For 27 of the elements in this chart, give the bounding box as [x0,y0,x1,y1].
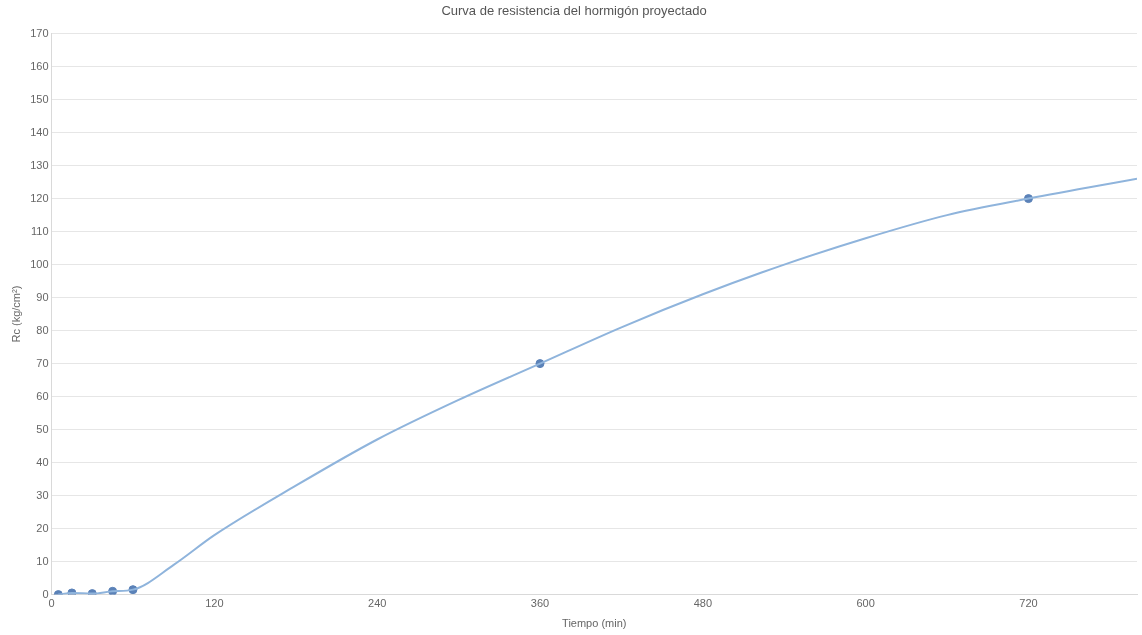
y-tick-label: 150 [30,92,49,105]
y-tick-label: 10 [36,554,49,567]
chart-title: Curva de resistencia del hormigón proyectado [441,3,707,19]
y-tick-label: 130 [30,158,49,171]
y-tick-label: 30 [36,488,49,501]
x-tick-label: 600 [856,597,875,610]
y-tick-label: 100 [30,257,49,270]
y-tick-label: 60 [36,389,49,402]
y-tick-label: 40 [36,455,49,468]
x-tick-label: 240 [368,597,387,610]
x-axis-title: Tiempo (min) [562,617,627,630]
y-tick-label: 110 [31,224,49,237]
y-tick-label: 70 [36,356,49,369]
y-tick-label: 120 [30,191,49,204]
y-tick-label: 0 [42,587,49,600]
y-tick-label: 20 [36,521,49,534]
x-tick-label: 360 [530,597,550,610]
y-tick-label: 50 [36,422,49,435]
x-tick-label: 120 [205,597,224,610]
y-tick-label: 90 [36,290,49,303]
y-tick-label: 160 [30,59,49,72]
y-tick-label: 170 [30,26,49,39]
y-axis-title: Rc (kg/cm²) [9,285,22,343]
y-tick-label: 80 [36,323,49,336]
x-tick-label: 480 [693,597,712,610]
y-tick-label: 140 [30,125,49,138]
x-tick-label: 720 [1019,597,1038,610]
